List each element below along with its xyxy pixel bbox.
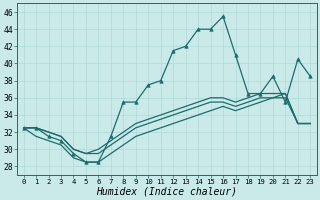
X-axis label: Humidex (Indice chaleur): Humidex (Indice chaleur) — [96, 187, 237, 197]
